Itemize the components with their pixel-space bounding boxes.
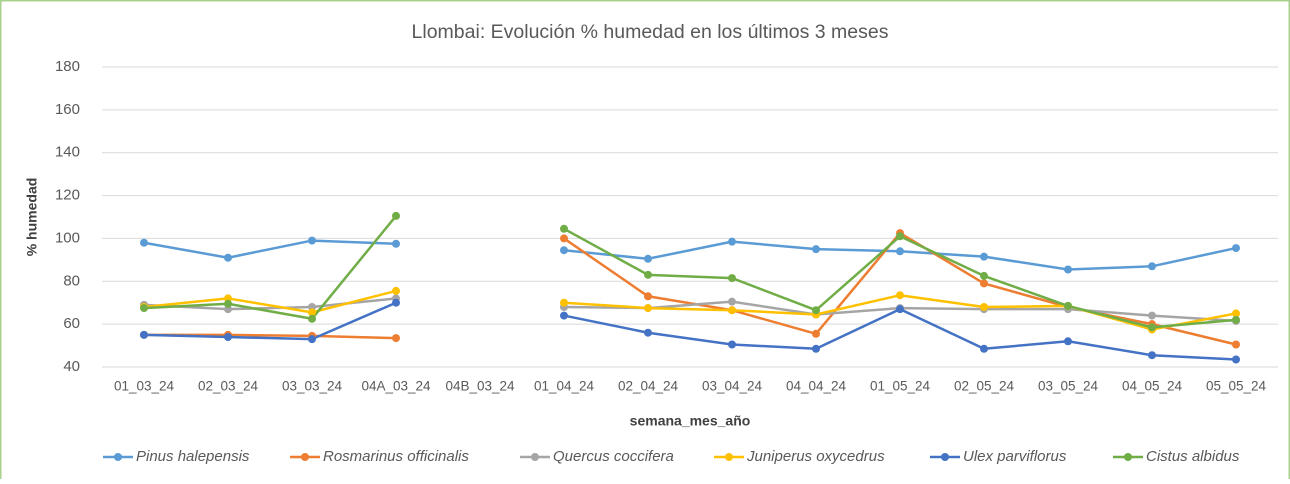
- x-tick-label: 04A_03_24: [361, 379, 431, 394]
- legend-label: Rosmarinus officinalis: [323, 448, 469, 465]
- legend-marker: [531, 453, 539, 461]
- data-point: [644, 328, 652, 337]
- y-tick-label: 180: [55, 58, 80, 75]
- data-point: [1148, 311, 1156, 320]
- x-tick-label: 01_04_24: [534, 379, 595, 394]
- y-tick-label: 160: [55, 101, 80, 118]
- x-tick-label: 02_04_24: [618, 379, 679, 394]
- y-tick-label: 80: [63, 272, 80, 289]
- data-point: [728, 274, 736, 283]
- data-point: [812, 344, 820, 353]
- x-tick-label: 02_05_24: [954, 379, 1015, 394]
- data-point: [644, 270, 652, 279]
- legend-label: Juniperus oxycedrus: [746, 448, 885, 465]
- y-tick-label: 140: [55, 144, 80, 161]
- legend-label: Cistus albidus: [1146, 448, 1240, 465]
- data-point: [980, 303, 988, 311]
- data-point: [1064, 337, 1072, 346]
- data-point: [1064, 265, 1072, 274]
- legend-label: Quercus coccifera: [553, 448, 674, 465]
- data-point: [728, 237, 736, 246]
- data-point: [140, 238, 148, 247]
- x-tick-label: 05_05_24: [1206, 379, 1267, 394]
- data-point: [980, 279, 988, 288]
- legend-marker: [301, 453, 309, 461]
- data-point: [1232, 355, 1240, 364]
- data-point: [728, 306, 736, 315]
- data-point: [980, 252, 988, 261]
- data-point: [224, 299, 232, 308]
- data-point: [392, 286, 400, 295]
- data-point: [392, 298, 400, 307]
- data-point: [896, 291, 904, 300]
- data-point: [308, 335, 316, 344]
- data-point: [644, 254, 652, 263]
- data-point: [560, 311, 568, 320]
- legend-marker: [1124, 453, 1132, 461]
- x-tick-label: 01_05_24: [870, 379, 931, 394]
- data-point: [980, 344, 988, 353]
- data-point: [1148, 351, 1156, 360]
- data-point: [1232, 315, 1240, 324]
- x-tick-label: 03_03_24: [282, 379, 343, 394]
- x-tick-label: 04_04_24: [786, 379, 847, 394]
- data-point: [560, 298, 568, 307]
- data-point: [812, 306, 820, 315]
- data-point: [224, 253, 232, 262]
- legend-marker: [114, 453, 122, 461]
- data-point: [560, 246, 568, 255]
- data-point: [560, 224, 568, 233]
- data-point: [812, 245, 820, 254]
- y-tick-label: 60: [63, 315, 80, 332]
- data-point: [140, 330, 148, 339]
- data-point: [1232, 244, 1240, 253]
- y-tick-label: 120: [55, 187, 80, 204]
- data-point: [1064, 301, 1072, 310]
- x-tick-label: 01_03_24: [114, 379, 175, 394]
- data-point: [308, 314, 316, 323]
- data-point: [392, 334, 400, 343]
- data-point: [308, 308, 316, 317]
- data-point: [728, 297, 736, 306]
- data-point: [560, 234, 568, 243]
- x-tick-label: 04_05_24: [1122, 379, 1183, 394]
- data-point: [728, 340, 736, 349]
- data-point: [308, 236, 316, 245]
- data-point: [644, 292, 652, 301]
- data-point: [812, 329, 820, 338]
- data-point: [1148, 262, 1156, 271]
- data-point: [392, 239, 400, 248]
- x-tick-label: 02_03_24: [198, 379, 259, 394]
- x-axis-label: semana_mes_año: [630, 413, 751, 429]
- legend-marker: [725, 453, 733, 461]
- legend-marker: [941, 453, 949, 461]
- y-tick-label: 100: [55, 229, 80, 246]
- data-point: [224, 333, 232, 341]
- x-tick-label: 04B_03_24: [445, 379, 515, 394]
- data-point: [644, 304, 652, 313]
- data-point: [896, 232, 904, 241]
- data-point: [980, 271, 988, 280]
- x-tick-label: 03_04_24: [702, 379, 763, 394]
- legend-label: Pinus halepensis: [136, 448, 250, 465]
- data-point: [896, 305, 904, 314]
- x-tick-label: 03_05_24: [1038, 379, 1099, 394]
- chart-title: Llombai: Evolución % humedad en los últi…: [412, 21, 889, 43]
- legend-label: Ulex parviflorus: [963, 448, 1067, 465]
- y-axis-label: % humedad: [24, 178, 40, 257]
- data-point: [1148, 323, 1156, 332]
- data-point: [896, 247, 904, 256]
- data-point: [1232, 340, 1240, 349]
- data-point: [140, 304, 148, 313]
- y-tick-label: 40: [63, 358, 80, 375]
- data-point: [1232, 309, 1240, 318]
- data-point: [392, 211, 400, 220]
